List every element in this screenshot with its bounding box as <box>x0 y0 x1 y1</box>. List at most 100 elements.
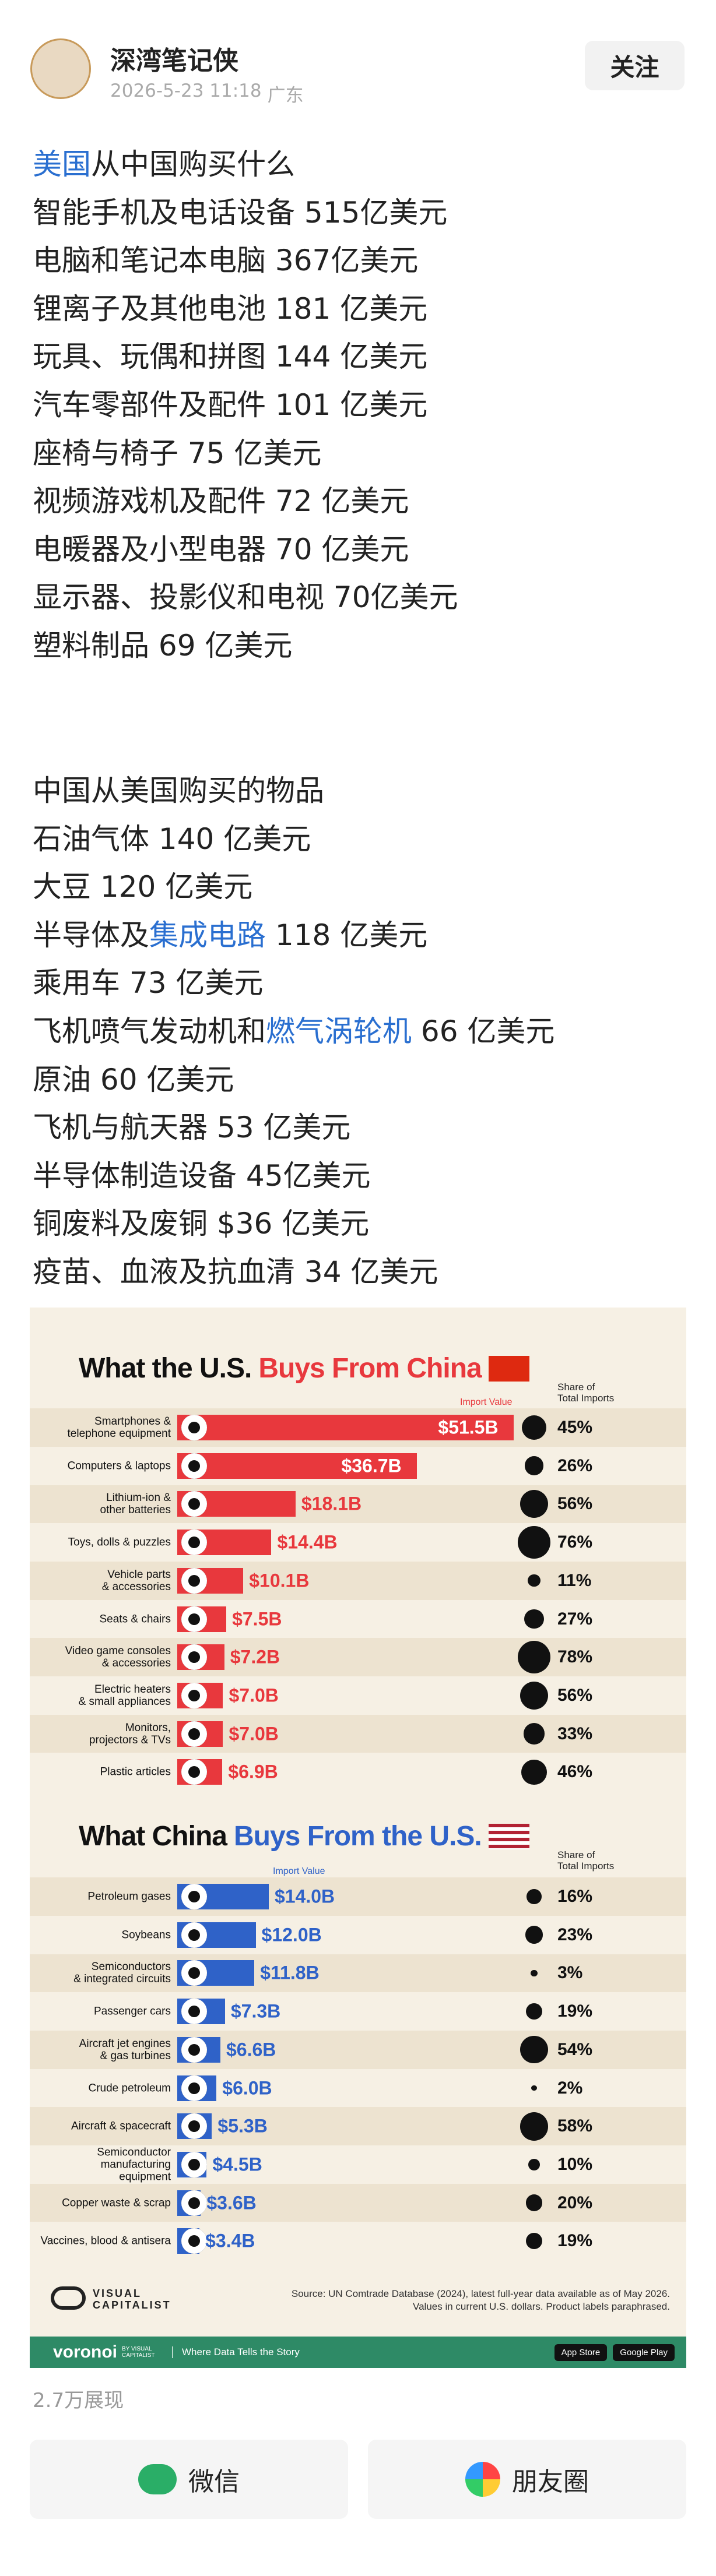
share-circle <box>518 1526 550 1559</box>
category-label: Semiconductors & integrated circuits <box>73 1961 171 1986</box>
row-band <box>30 2068 686 2108</box>
value-title: Import Value <box>273 1866 325 1876</box>
row-band <box>30 2030 686 2069</box>
row-band <box>30 1485 686 1524</box>
share-circle <box>521 1415 547 1440</box>
category-icon <box>181 1567 207 1594</box>
category-icon <box>181 2075 207 2101</box>
category-label: Lithium-ion & other batteries <box>100 1492 171 1517</box>
chart-title: What China Buys From the U.S. <box>79 1820 529 1852</box>
vc-brand: VISUAL CAPITALIST <box>93 2288 171 2311</box>
category-icon <box>181 1922 207 1948</box>
share-moments[interactable]: 朋友圈 <box>368 2440 686 2519</box>
value-title: Import Value <box>460 1397 513 1407</box>
row-band <box>30 1954 686 1993</box>
value-label: $7.0B <box>229 1723 279 1745</box>
text-line: 座椅与椅子 75 亿美元 <box>33 436 322 470</box>
value-label: $6.6B <box>226 2039 276 2060</box>
share-label: 33% <box>557 1724 593 1743</box>
share-label: 微信 <box>188 2467 240 2497</box>
category-icon <box>181 2228 207 2254</box>
bar <box>177 1453 417 1479</box>
text-line: 乘用车 73 亿美元 <box>33 966 264 1000</box>
value-label: $12.0B <box>261 1924 322 1946</box>
share-circle <box>523 1723 545 1745</box>
row-band <box>30 1638 686 1677</box>
category-icon <box>181 1682 207 1708</box>
text-line: 半导体制造设备 45亿美元 <box>33 1158 371 1193</box>
share-circle <box>526 2003 542 2020</box>
category-icon <box>181 1415 207 1440</box>
share-label: 56% <box>557 1494 593 1514</box>
row-band <box>30 1523 686 1562</box>
share-circle <box>531 1969 538 1976</box>
category-label: Copper waste & scrap <box>62 2197 171 2209</box>
value-label: $18.1B <box>301 1493 362 1514</box>
text-line: 疫苗、血液及抗血清 34 亿美元 <box>33 1255 438 1289</box>
row-band <box>30 2183 686 2222</box>
value-label: $4.5B <box>212 2154 262 2175</box>
moments-icon <box>465 2462 500 2497</box>
category-icon <box>181 1999 207 2025</box>
category-label: Crude petroleum <box>88 2082 171 2094</box>
share-label: 朋友圈 <box>512 2467 589 2497</box>
text-line: 半导体及集成电路 118 亿美元 <box>33 918 427 953</box>
share-circle <box>528 1574 540 1587</box>
share-circle <box>520 1490 548 1518</box>
share-title-line: Total Imports <box>557 1860 615 1872</box>
share-label: 45% <box>557 1418 593 1437</box>
share-wechat[interactable]: 微信 <box>30 2440 348 2519</box>
title-lead: What China <box>79 1821 227 1852</box>
share-circle <box>528 2158 540 2170</box>
category-icon <box>181 1644 207 1671</box>
share-label: 20% <box>557 2193 593 2212</box>
bar <box>177 1415 514 1440</box>
value-label: $51.5B <box>438 1416 499 1438</box>
category-icon <box>181 2151 207 2177</box>
share-label: 11% <box>557 1570 592 1590</box>
row-band <box>30 1599 686 1638</box>
value-label: $14.0B <box>274 1886 335 1907</box>
author[interactable]: 深湾笔记侠 <box>110 46 238 76</box>
category-icon <box>181 1491 207 1517</box>
source: Source: UN Comtrade Database (2024), lat… <box>273 2288 670 2313</box>
share-circle <box>526 2233 542 2250</box>
share-circle <box>520 2112 549 2141</box>
value-label: $6.9B <box>228 1761 278 1782</box>
text-line: 电暖器及小型电器 70 亿美元 <box>33 532 409 566</box>
text-segment: 半导体及 <box>33 918 149 952</box>
share-title-line: Share of <box>557 1849 595 1860</box>
link[interactable]: 美国 <box>33 147 91 181</box>
google-play[interactable]: Google Play <box>613 2344 675 2361</box>
text-line: 飞机喷气发动机和燃气涡轮机 66 亿美元 <box>33 1014 554 1049</box>
link[interactable]: 燃气涡轮机 <box>266 1014 412 1048</box>
value-label: $14.4B <box>277 1531 338 1553</box>
category-label: Monitors, projectors & TVs <box>89 1721 171 1746</box>
row-band <box>30 1753 686 1792</box>
text-line: 电脑和笔记本电脑 367亿美元 <box>33 244 419 278</box>
text-line: 大豆 120 亿美元 <box>33 870 253 904</box>
row-band <box>30 1714 686 1753</box>
share-label: 54% <box>557 2039 593 2059</box>
category-label: Vehicle parts & accessories <box>101 1568 171 1593</box>
share-title: Share of Total Imports <box>557 1849 614 1872</box>
share-label: 27% <box>557 1609 593 1629</box>
vc-brand-line: CAPITALIST <box>93 2299 171 2311</box>
category-icon <box>181 1960 207 1986</box>
views: 2.7万展现 <box>33 2389 124 2412</box>
follow-button[interactable]: 关注 <box>585 41 685 90</box>
app-store[interactable]: App Store <box>554 2344 608 2361</box>
meta: 2026-5-23 11:18 广东 <box>110 80 304 107</box>
post-time: 2026-5-23 11:18 <box>110 80 262 101</box>
category-icon <box>181 1884 207 1909</box>
flag <box>488 1355 529 1382</box>
category-icon <box>181 1530 207 1556</box>
avatar[interactable] <box>30 38 91 99</box>
link[interactable]: 集成电路 <box>149 918 266 952</box>
share-title: Share of Total Imports <box>557 1382 614 1404</box>
category-icon <box>181 1453 207 1479</box>
share-circle <box>517 1640 551 1674</box>
value-label: $7.2B <box>230 1646 280 1668</box>
value-label: $11.8B <box>260 1962 320 1983</box>
